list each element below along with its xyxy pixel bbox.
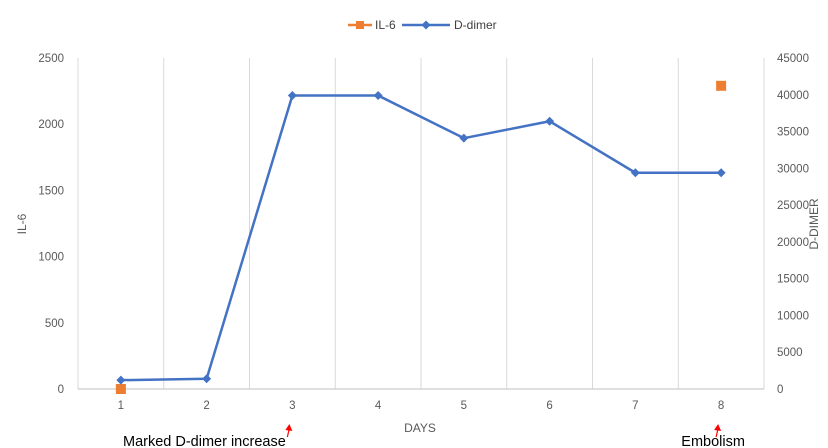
legend-ddimer-label: D-dimer (454, 18, 497, 32)
data-point-d-dimer (545, 116, 555, 126)
annotation-label: Marked D-dimer increase (123, 434, 286, 448)
x-tick-label: 1 (118, 400, 124, 412)
data-point-d-dimer (287, 91, 297, 101)
legend-ddimer-marker (421, 20, 431, 30)
data-point-d-dimer (116, 375, 126, 385)
y-right-tick-label: 40000 (777, 90, 809, 102)
x-tick-label: 8 (718, 400, 724, 412)
annotation-label: Embolism (681, 434, 745, 448)
axes: 1 2 3 4 5 6 7 805001000150020002500050001000015… (38, 53, 809, 412)
y-right-tick-label: 10000 (777, 310, 809, 322)
y-right-tick-label: 20000 (777, 237, 809, 249)
y-right-tick-label: 45000 (777, 53, 809, 65)
legend: IL-6 D-dimer (348, 18, 497, 32)
x-tick-label: 6 (546, 400, 552, 412)
data-point-d-dimer (716, 168, 726, 178)
y-left-tick-label: 0 (58, 384, 64, 396)
y-left-tick-label: 500 (45, 318, 64, 330)
data-point-il-6 (115, 384, 126, 394)
data-point-il-6 (716, 80, 727, 91)
annotation-arrowhead (285, 424, 293, 431)
y-right-tick-label: 35000 (777, 127, 809, 139)
y-right-tick-label: 5000 (777, 347, 803, 359)
y-right-tick-label: 30000 (777, 163, 809, 175)
legend-il6-label: IL-6 (375, 18, 396, 32)
annotations: Marked D-dimer increase Embolism (123, 424, 745, 448)
y-right-tick-label: 15000 (777, 274, 809, 286)
series (115, 80, 727, 394)
x-tick-label: 7 (632, 400, 638, 412)
y-left-tick-label: 2500 (38, 53, 64, 65)
series-line-d-dimer (120, 94, 722, 382)
data-point-d-dimer (459, 133, 469, 143)
y-left-tick-label: 1500 (38, 185, 64, 197)
x-tick-label: 5 (461, 400, 467, 412)
data-point-d-dimer (373, 91, 383, 101)
data-point-d-dimer (630, 168, 640, 178)
y-left-tick-label: 2000 (38, 119, 64, 131)
y-left-tick-label: 1000 (38, 252, 64, 264)
data-point-d-dimer (202, 374, 212, 384)
annotation-arrowhead (714, 424, 722, 431)
x-tick-label: 2 (203, 400, 209, 412)
y-right-tick-label: 0 (777, 384, 783, 396)
x-tick-label: 3 (289, 400, 295, 412)
y-right-tick-label: 25000 (777, 200, 809, 212)
y-axis-left-title: IL-6 (15, 213, 29, 234)
y-axis-right-title: D-DIMER (807, 198, 821, 250)
x-axis-title: DAYS (404, 421, 436, 435)
x-tick-label: 4 (375, 400, 382, 412)
gridlines (77, 58, 765, 389)
legend-il6-marker (356, 21, 364, 29)
